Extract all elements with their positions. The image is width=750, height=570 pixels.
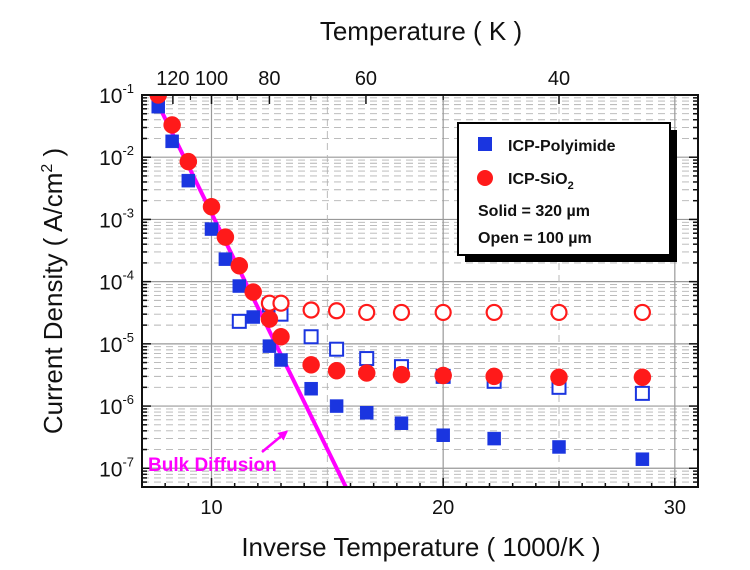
sio2-solid-point	[230, 257, 249, 275]
top-tick-label: 100	[195, 68, 228, 90]
top-tick-label: 60	[355, 68, 377, 90]
y-tick-label-base: 10	[99, 272, 122, 295]
x-axis-title: Inverse Temperature ( 1000/K )	[241, 532, 600, 562]
y-tick-label-base: 10	[99, 396, 122, 419]
sio2-solid-point	[485, 367, 503, 386]
polyimide-solid-point	[329, 399, 344, 413]
polyimide-solid-point	[232, 279, 247, 293]
y-tick-label: 10-2	[99, 143, 134, 170]
polyimide-open-point	[634, 385, 650, 401]
polyimide-solid-point	[204, 222, 219, 236]
y-tick-label: 10-4	[99, 268, 134, 295]
legend-marker-sio2	[477, 170, 493, 186]
y-tick-label-base: 10	[99, 85, 122, 108]
sio2-solid-point	[163, 116, 181, 134]
y-axis-title-main: Current Density ( A/cm	[38, 173, 68, 435]
y-tick-label-exp: -2	[122, 143, 134, 158]
top-tick-label: 80	[258, 68, 280, 90]
sio2-solid-point	[202, 197, 221, 216]
polyimide-solid-point	[246, 310, 260, 324]
sio2-open-point	[358, 303, 376, 322]
polyimide-solid-point	[274, 353, 288, 367]
sio2-solid-point	[327, 361, 346, 380]
legend-box	[457, 122, 671, 256]
y-tick-label-exp: -4	[122, 268, 134, 283]
polyimide-solid-point	[181, 173, 196, 188]
sio2-open-point	[328, 302, 346, 320]
polyimide-open-point	[231, 313, 247, 329]
sio2-solid-point	[260, 310, 279, 328]
y-axis-title-sup: 2	[39, 164, 56, 173]
polyimide-solid-point	[487, 431, 501, 446]
top-tick-label: 120	[156, 68, 189, 90]
polyimide-solid-point	[165, 134, 179, 149]
y-tick-label: 10-3	[99, 205, 134, 232]
y-tick-label: 10-1	[99, 81, 134, 108]
sio2-solid-point	[216, 228, 235, 246]
polyimide-solid-point	[304, 381, 318, 396]
annotation: Bulk Diffusion	[148, 430, 289, 476]
legend-label-sio2-main: ICP-SiO	[508, 171, 568, 188]
legend-label-polyimide: ICP-Polyimide	[508, 138, 616, 155]
y-tick-label-exp: -6	[122, 392, 134, 407]
y-tick-label-base: 10	[99, 209, 122, 232]
sio2-solid-point	[633, 368, 652, 387]
polyimide-solid-point	[218, 252, 233, 266]
sio2-solid-point	[244, 283, 262, 301]
y-tick-label: 10-5	[99, 330, 134, 357]
polyimide-solid-point	[262, 339, 277, 353]
top-tick-label: 40	[548, 68, 570, 90]
y-tick-label: 10-6	[99, 392, 134, 419]
sio2-open-point	[485, 303, 503, 322]
sio2-open-point	[302, 301, 320, 319]
y-tick-label-exp: -7	[122, 454, 134, 469]
y-tick-label-base: 10	[99, 147, 122, 170]
polyimide-open-point	[329, 341, 345, 357]
y-tick-label-base: 10	[99, 334, 122, 357]
sio2-solid-point	[357, 364, 376, 382]
legend-note-open: Open = 100 µm	[478, 230, 592, 247]
annotation-arrow	[261, 430, 289, 453]
polyimide-open-point	[359, 351, 375, 367]
x-tick-label: 20	[432, 497, 454, 519]
y-tick-label-exp: -3	[122, 205, 134, 220]
data-layer	[149, 95, 652, 487]
sio2-solid-point	[179, 152, 198, 171]
polyimide-solid-point	[436, 428, 450, 442]
sio2-solid-point	[550, 368, 568, 387]
legend-label-sio2: ICP-SiO2	[508, 171, 574, 192]
sio2-open-point	[434, 303, 452, 322]
sio2-solid-point	[392, 365, 411, 384]
sio2-solid-point	[272, 328, 290, 346]
sio2-solid-point	[434, 366, 452, 385]
sio2-open-point	[633, 303, 652, 322]
y-tick-label: 10-7	[99, 454, 134, 481]
legend-note-solid: Solid = 320 µm	[478, 203, 590, 220]
x-tick-label: 30	[664, 497, 686, 519]
polyimide-solid-point	[394, 416, 409, 430]
y-axis-title: Current Density ( A/cm2 )	[38, 148, 68, 434]
legend: ICP-Polyimide ICP-SiO2 Solid = 320 µm Op…	[457, 122, 677, 262]
sio2-open-point	[392, 303, 411, 322]
polyimide-solid-point	[359, 406, 374, 420]
polyimide-open-point	[303, 329, 319, 345]
sio2-solid-point	[302, 356, 320, 374]
sio2-open-point	[272, 294, 290, 312]
sio2-solid-point	[149, 95, 167, 104]
y-axis-title-end: )	[38, 148, 68, 164]
y-tick-label-exp: -5	[122, 330, 134, 345]
legend-label-sio2-sub: 2	[568, 180, 574, 192]
annotation-text: Bulk Diffusion	[148, 455, 277, 476]
legend-marker-polyimide	[478, 137, 492, 151]
sio2-open-point	[550, 303, 568, 322]
polyimide-solid-point	[635, 452, 650, 466]
top-axis-title: Temperature ( K )	[320, 16, 522, 46]
polyimide-solid-point	[552, 440, 566, 454]
x-tick-label: 10	[200, 497, 222, 519]
y-tick-label-base: 10	[99, 458, 122, 481]
y-tick-label-exp: -1	[122, 81, 134, 96]
